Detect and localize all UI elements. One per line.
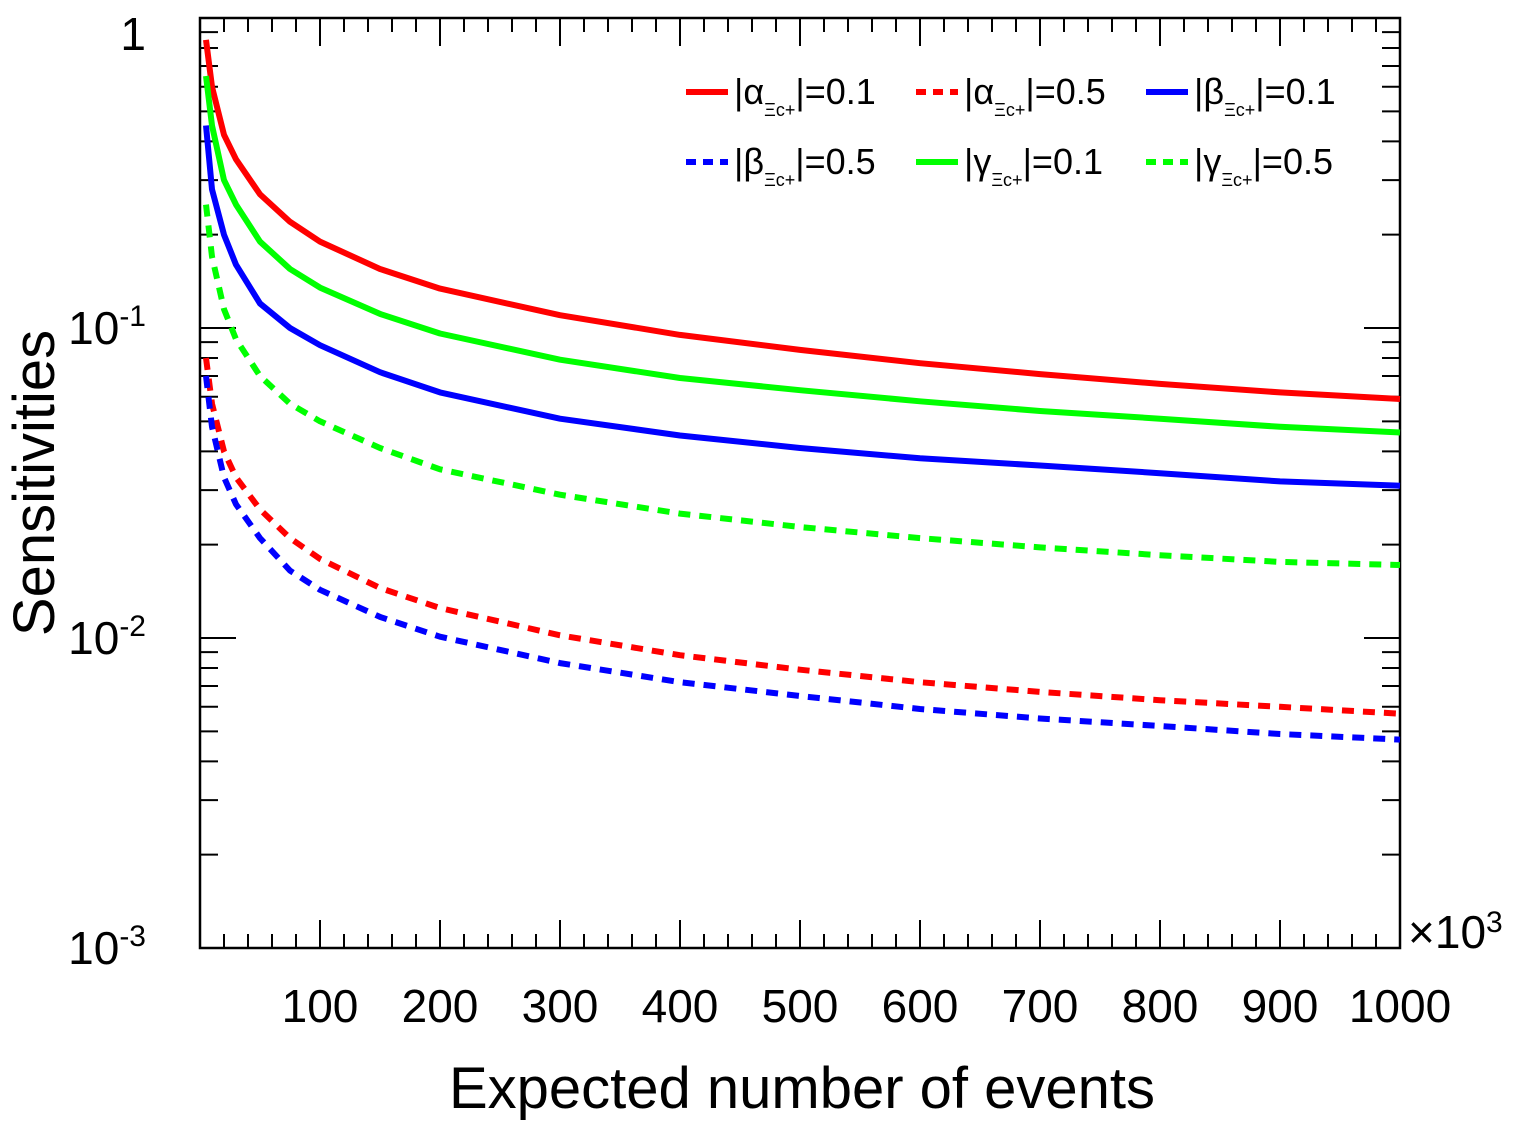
series-line — [203, 204, 1401, 568]
x-tick-label: 300 — [522, 980, 599, 1032]
legend-label: |αΞc+|=0.1 — [734, 71, 876, 120]
x-axis-multiplier: ×103 — [1408, 906, 1503, 958]
legend-label: |γΞc+|=0.5 — [1194, 141, 1333, 190]
x-axis-title: Expected number of events — [449, 1056, 1155, 1121]
y-tick-label: 10-3 — [68, 920, 146, 974]
series-line — [203, 39, 1401, 402]
legend: |αΞc+|=0.1 |αΞc+|=0.5 |βΞc+|=0.1 |βΞc+|=0.5… — [686, 71, 1336, 190]
x-tick-label: 100 — [282, 980, 359, 1032]
legend-label: |γΞc+|=0.1 — [964, 141, 1103, 190]
series-line — [203, 375, 1401, 743]
legend-label: |βΞc+|=0.5 — [734, 141, 876, 190]
x-axis-multiplier-base: ×10 — [1408, 906, 1486, 958]
y-axis-title: Sensitivities — [2, 330, 67, 636]
tick-labels: 100 200 300 400 500 600 700 800 900 1000 1 10-1 10-2… — [68, 8, 1451, 1032]
x-tick-label: 800 — [1122, 980, 1199, 1032]
series-line — [203, 75, 1401, 436]
legend-label: |βΞc+|=0.1 — [1194, 71, 1336, 120]
y-tick-label: 10-1 — [68, 300, 146, 354]
series-line — [203, 125, 1401, 489]
series-line — [203, 357, 1401, 717]
x-tick-label: 600 — [882, 980, 959, 1032]
x-tick-label: 200 — [402, 980, 479, 1032]
x-tick-label: 1000 — [1349, 980, 1451, 1032]
legend-label: |αΞc+|=0.5 — [964, 71, 1106, 120]
x-tick-label: 700 — [1002, 980, 1079, 1032]
y-tick-label: 10-2 — [68, 610, 146, 664]
x-axis-multiplier-exp: 3 — [1486, 906, 1503, 939]
series-lines — [203, 39, 1401, 743]
x-tick-label: 400 — [642, 980, 719, 1032]
y-tick-label: 1 — [120, 8, 146, 60]
x-tick-label: 900 — [1242, 980, 1319, 1032]
x-tick-label: 500 — [762, 980, 839, 1032]
